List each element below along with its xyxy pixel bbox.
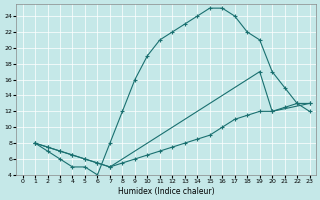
- X-axis label: Humidex (Indice chaleur): Humidex (Indice chaleur): [118, 187, 214, 196]
